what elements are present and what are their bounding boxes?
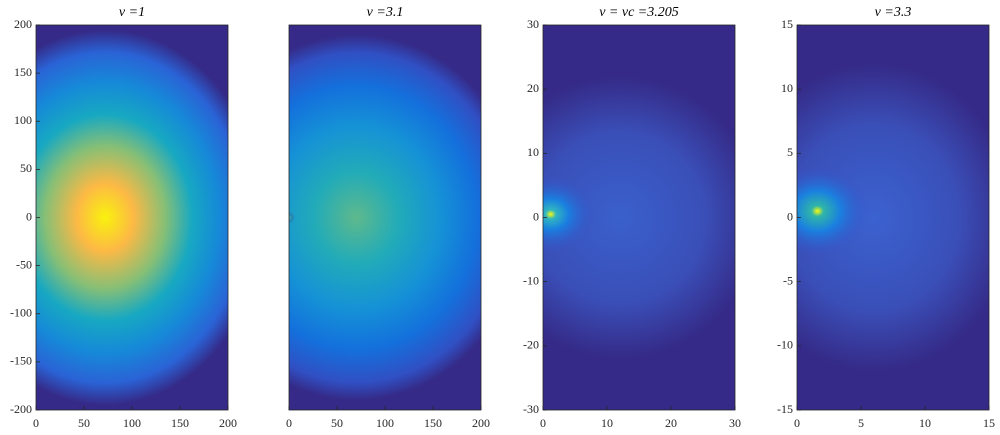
y-tick-label: -200: [10, 402, 32, 416]
y-tick-label: -50: [16, 257, 32, 271]
heatmap: [36, 25, 228, 410]
y-tick-label: 10: [781, 81, 793, 95]
heatmap-field: [797, 63, 989, 372]
heatmap: [289, 25, 481, 410]
x-tick-label: 150: [171, 416, 189, 430]
heatmap-field: [797, 166, 869, 256]
panel-title: v =3.3: [875, 5, 912, 20]
y-tick-label: -30: [523, 402, 539, 416]
y-tick-label: 15: [781, 17, 793, 31]
y-tick-label: -20: [523, 338, 539, 352]
y-tick-label: 150: [14, 65, 32, 79]
heatmap: [797, 25, 989, 410]
y-tick-label: -150: [10, 354, 32, 368]
y-tick-label: 0: [787, 209, 793, 223]
y-tick-label: 30: [527, 17, 539, 31]
y-tick-label: 10: [527, 145, 539, 159]
x-tick-label: 0: [33, 416, 39, 430]
x-tick-label: 100: [123, 416, 141, 430]
x-tick-label: 15: [983, 416, 995, 430]
panel-title: v =1: [119, 5, 145, 20]
y-tick-label: -15: [777, 402, 793, 416]
x-tick-label: 5: [858, 416, 864, 430]
heatmap-field: [289, 34, 481, 401]
x-tick-label: 50: [331, 416, 343, 430]
y-tick-label: -10: [777, 338, 793, 352]
x-tick-label: 200: [472, 416, 490, 430]
heatmap-field: [543, 175, 596, 253]
y-tick-label: 5: [787, 145, 793, 159]
y-tick-label: 200: [14, 17, 32, 31]
x-tick-label: 100: [376, 416, 394, 430]
panel-title: v =3.1: [367, 5, 404, 20]
heatmap-field: [36, 29, 228, 406]
y-tick-label: 0: [533, 209, 539, 223]
x-tick-label: 0: [286, 416, 292, 430]
heatmap-field: [289, 211, 295, 224]
x-tick-label: 30: [729, 416, 741, 430]
x-tick-label: 50: [78, 416, 90, 430]
y-tick-label: -10: [523, 273, 539, 287]
y-tick-label: 50: [20, 161, 32, 175]
x-tick-label: 10: [601, 416, 613, 430]
y-tick-label: -5: [783, 273, 793, 287]
x-tick-label: 10: [919, 416, 931, 430]
y-tick-label: -100: [10, 306, 32, 320]
heatmap: [543, 25, 735, 410]
x-tick-label: 0: [540, 416, 546, 430]
x-tick-label: 20: [665, 416, 677, 430]
y-tick-label: 100: [14, 113, 32, 127]
panel-title: v = vc =3.205: [599, 5, 679, 20]
x-tick-label: 200: [219, 416, 237, 430]
x-tick-label: 0: [794, 416, 800, 430]
y-tick-label: 20: [527, 81, 539, 95]
y-tick-label: 0: [26, 209, 32, 223]
x-tick-label: 150: [424, 416, 442, 430]
heatmap-field: [543, 76, 735, 359]
